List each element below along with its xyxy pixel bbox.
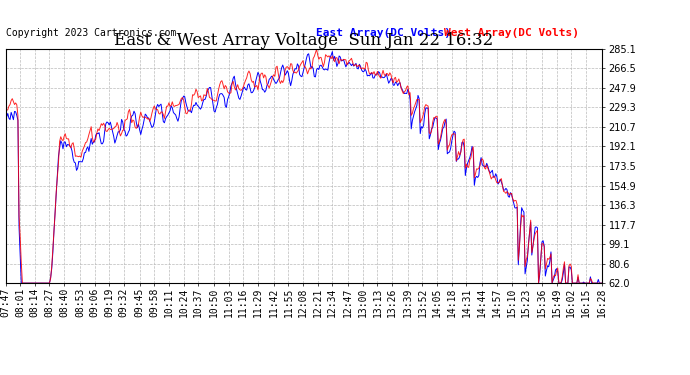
Text: West Array(DC Volts): West Array(DC Volts) <box>444 28 579 38</box>
Title: East & West Array Voltage  Sun Jan 22 16:32: East & West Array Voltage Sun Jan 22 16:… <box>114 32 493 49</box>
Text: Copyright 2023 Cartronics.com: Copyright 2023 Cartronics.com <box>6 28 176 38</box>
Text: East Array(DC Volts): East Array(DC Volts) <box>315 28 451 38</box>
